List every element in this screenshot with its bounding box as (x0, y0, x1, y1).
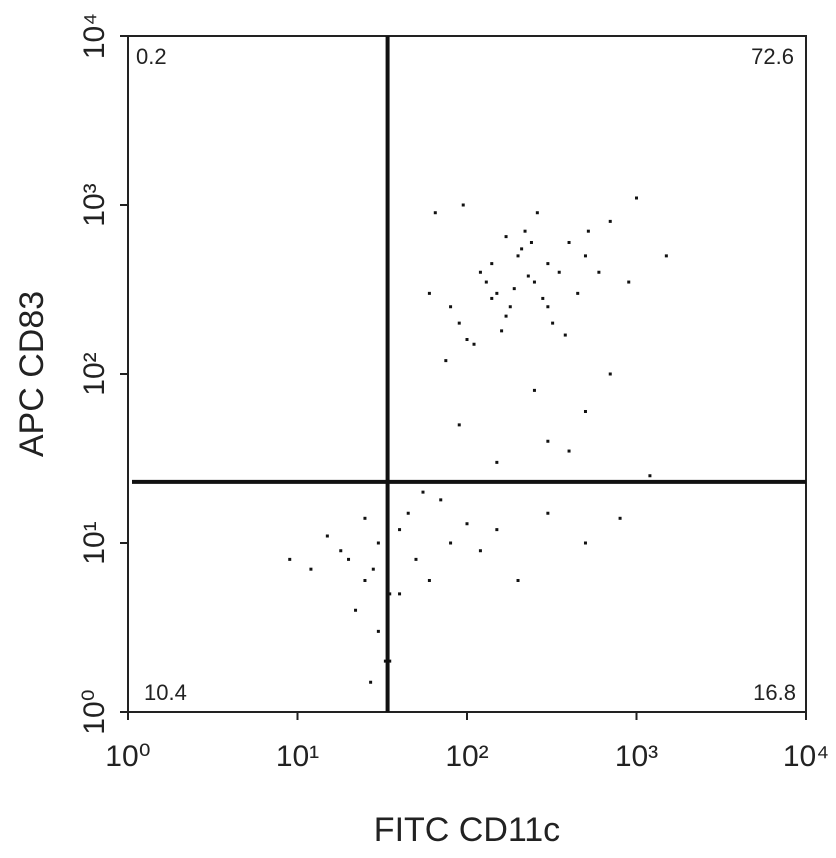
dot (608, 372, 612, 376)
dot (427, 291, 431, 295)
dot (541, 296, 545, 300)
dot (495, 460, 499, 464)
dot (500, 329, 504, 333)
dot (532, 280, 536, 284)
dot (325, 534, 329, 538)
dot (529, 240, 533, 244)
dot (516, 254, 520, 258)
dot (369, 680, 373, 684)
quadrant-label: 16.8 (753, 680, 796, 705)
x-tick-label: 10³ (615, 740, 658, 773)
dot (347, 557, 351, 561)
quadrant-label: 72.6 (751, 44, 794, 69)
dot (376, 541, 380, 545)
dot (523, 229, 527, 233)
dot (461, 203, 465, 207)
dot (576, 291, 580, 295)
dot (551, 321, 555, 325)
dot (433, 211, 437, 215)
x-tick-label: 10⁴ (783, 740, 829, 773)
dot (557, 270, 561, 274)
dot (472, 342, 476, 346)
dot (567, 240, 571, 244)
plot-frame (127, 35, 807, 713)
quadrant-label: 10.4 (144, 680, 187, 705)
dot (465, 338, 469, 342)
x-tick-label: 10¹ (276, 740, 319, 773)
dot (504, 235, 508, 239)
dot (490, 262, 494, 266)
dot (586, 229, 590, 233)
dot (376, 629, 380, 633)
dot (532, 388, 536, 392)
dot (457, 423, 461, 427)
dot (495, 528, 499, 532)
dot (563, 333, 567, 337)
dot (520, 247, 524, 251)
y-tick-label: 10⁰ (78, 689, 111, 734)
dot (546, 439, 550, 443)
dot (635, 196, 638, 200)
dot (363, 578, 367, 582)
y-tick-label: 10¹ (78, 521, 111, 564)
dot (414, 557, 418, 561)
x-tick-label: 10² (445, 740, 488, 773)
dot (546, 511, 550, 515)
dot (371, 567, 375, 571)
dot (398, 528, 402, 532)
dot (388, 659, 392, 663)
dot (535, 211, 539, 215)
dot (608, 219, 612, 223)
quadrant-label: 0.2 (136, 44, 167, 69)
dot (465, 522, 469, 526)
dot (490, 296, 494, 300)
dot (504, 314, 508, 318)
y-tick-label: 10⁴ (78, 13, 111, 59)
y-axis-label: APC CD83 (13, 291, 51, 457)
dot (583, 254, 587, 258)
dot (398, 592, 402, 596)
dot (567, 449, 571, 453)
dot (478, 549, 482, 553)
dot (583, 409, 587, 413)
dot (354, 608, 358, 612)
dot (339, 549, 343, 553)
y-tick-label: 10³ (78, 183, 111, 226)
dot (526, 274, 530, 278)
dot (449, 541, 453, 545)
dot (449, 305, 453, 309)
dot (421, 490, 425, 494)
dot (495, 291, 499, 295)
dot (484, 280, 488, 284)
x-axis-label: FITC CD11c (374, 811, 560, 849)
dot (444, 359, 448, 363)
dot (288, 557, 292, 561)
dot (406, 511, 410, 515)
dot (457, 321, 461, 325)
dot (388, 592, 392, 596)
dot (309, 567, 313, 571)
dot (618, 516, 622, 520)
y-tick-label: 10² (78, 352, 111, 395)
dot (583, 541, 587, 545)
dot (546, 262, 550, 266)
dot (664, 254, 668, 258)
dot (512, 287, 516, 291)
dot (627, 280, 631, 284)
dot (546, 305, 550, 309)
dot (427, 578, 431, 582)
dot (363, 516, 367, 520)
dot (648, 474, 652, 478)
dot (516, 578, 520, 582)
dot (439, 498, 443, 502)
dot (597, 270, 601, 274)
x-tick-label: 10⁰ (105, 740, 150, 773)
dot (478, 270, 482, 274)
dot (383, 659, 387, 663)
dot (508, 305, 512, 309)
